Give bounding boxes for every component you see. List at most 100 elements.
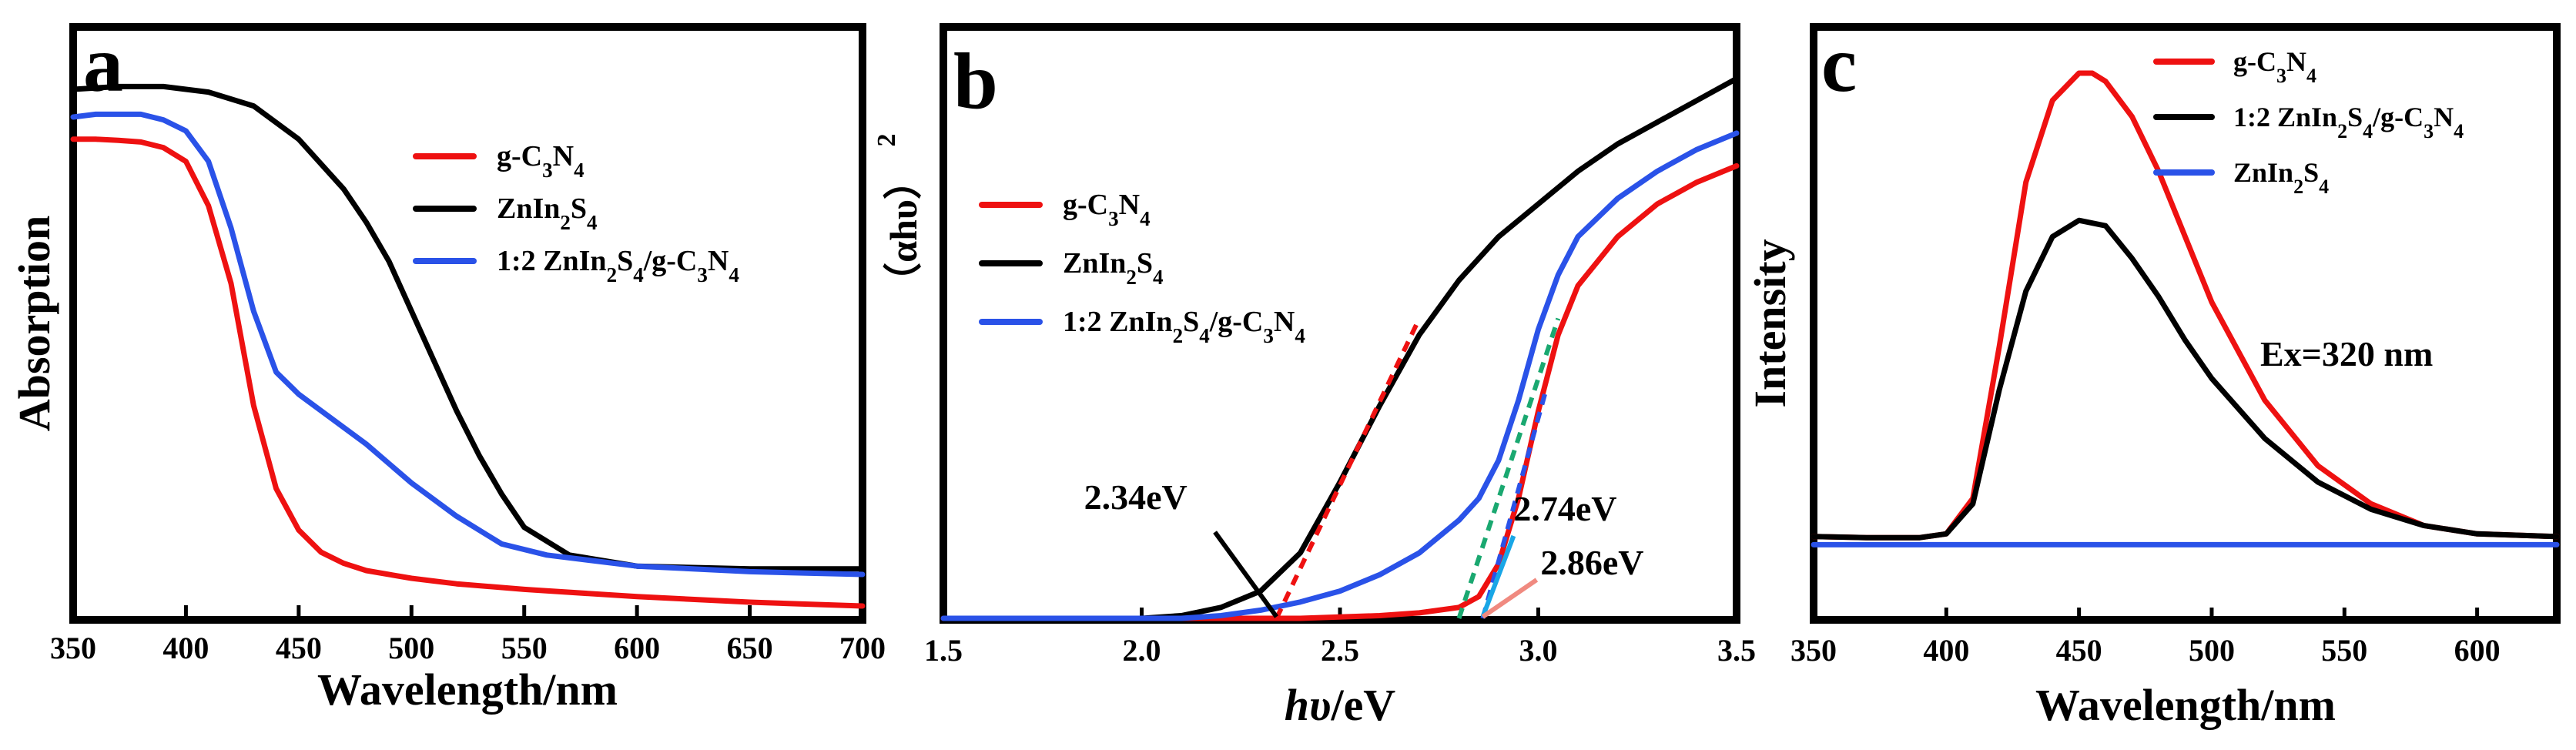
series-b-black [940,75,1740,621]
legend-label-a-0-part-2: N [553,140,574,172]
legend-label-a-2-part-3: 4 [633,263,644,286]
legend-label-b-1-part-2: S [1137,247,1153,280]
legend-label-c-0-part-3: 4 [2306,65,2316,87]
legend-label-b-0-part-0: g-C [1063,189,1108,221]
legend-label-a-1-part-2: S [571,193,587,225]
legend-label-b-1-part-3: 4 [1153,266,1164,289]
legend-label-b-2-part-7: 4 [1295,324,1305,347]
x-tick-label-a-6: 650 [727,631,773,665]
x-axis-label-a: Wavelength/nm [317,665,618,715]
tangent-line-1 [1456,317,1561,619]
legend-label-c-1: 1:2 ZnIn2S4/g-C3N4 [2233,102,2464,142]
legend-label-b-2-part-3: 4 [1199,324,1210,347]
series-c-red [1811,70,2560,541]
legend-label-a-2-part-5: 3 [697,263,708,286]
legend-label-b-2-part-2: S [1183,306,1199,338]
x-tick-label-b-0: 1.5 [924,633,963,668]
series-b-red [940,162,1740,621]
tangent-line-2 [1480,388,1549,619]
plot-frame-a [69,23,866,624]
panel-b: b 1.5 2.0 2.5 3.0 3.5 2.34eV 2.74eV 2.86eV g-C… [873,23,1756,730]
panel-a: a 350 400 450 500 550 600 650 700 g-C3N4ZnIn2S4… [9,20,886,715]
x-tick-label-a-7: 700 [839,631,886,665]
y-axis-label-b: （αhυ） 2 [873,134,925,301]
legend-label-c-1-part-3: 4 [2363,120,2373,142]
x-tick-label-c-2: 450 [2056,633,2102,668]
legend-label-c-1-part-1: 2 [2337,120,2347,142]
legend-label-b-1-part-1: 2 [1126,266,1137,289]
legend-label-b-1: ZnIn2S4 [1063,247,1164,289]
x-tick-label-a-5: 600 [614,631,660,665]
legend-label-a-2-part-1: 2 [607,263,618,286]
legend-label-a-1-part-3: 4 [587,211,598,234]
series-a-red [70,136,866,609]
series-b-blue [940,130,1740,621]
x-axis-label-b-unit: /eV [1330,680,1395,730]
legend-label-c-2: ZnIn2S4 [2233,157,2329,198]
legend-label-a-1: ZnIn2S4 [497,193,598,234]
panel-letter-a: a [83,20,123,109]
x-tick-label-a-4: 550 [501,631,548,665]
legend-label-a-0-part-1: 3 [542,159,553,182]
x-tick-label-b-1: 2.0 [1123,633,1161,668]
legend-label-c-2-part-1: 2 [2293,176,2303,198]
x-tick-label-c-3: 500 [2189,633,2235,668]
legend-label-b-1-part-0: ZnIn [1063,247,1126,280]
legend-label-a-2-part-0: 1:2 ZnIn [497,245,607,277]
legend-label-a-2-part-2: S [617,245,633,277]
annotation-label-0: 2.34eV [1084,477,1188,517]
legend-label-b-0: g-C3N4 [1063,189,1151,230]
series-a-black [70,83,866,572]
x-tick-label-a-0: 350 [50,631,96,665]
legend-label-b-2-part-4: /g-C [1209,306,1264,338]
annotation-label-2: 2.86eV [1540,543,1643,582]
legend-label-b-2: 1:2 ZnIn2S4/g-C3N4 [1063,306,1305,347]
y-axis-label-a: Absorption [9,216,59,431]
legend-label-c-1-part-6: N [2434,102,2454,132]
legend-label-b-0-part-3: 4 [1140,207,1151,230]
legend-label-a-2-part-6: N [708,245,729,277]
legend-label-a-2: 1:2 ZnIn2S4/g-C3N4 [497,245,739,286]
legend-label-a-1-part-0: ZnIn [497,193,560,225]
x-tick-label-b-2: 2.5 [1321,633,1359,668]
x-tick-label-b-4: 3.5 [1717,633,1756,668]
legend-label-a-0: g-C3N4 [497,140,585,182]
legend-label-c-1-part-7: 4 [2454,120,2464,142]
legend-label-c-1-part-2: S [2347,102,2363,132]
legend-label-a-2-part-7: 4 [729,263,739,286]
legend-label-c-0-part-0: g-C [2233,46,2276,77]
x-tick-label-c-5: 600 [2454,633,2501,668]
x-tick-label-a-2: 450 [276,631,322,665]
legend-label-b-2-part-6: N [1274,306,1295,338]
legend-label-c-0-part-1: 3 [2276,65,2286,87]
legend-label-c-2-part-2: S [2303,157,2319,188]
annotation-pointer-0 [1213,531,1279,618]
series-c-black [1811,217,2560,541]
annotation-pointer-1 [1480,534,1516,618]
legend-label-c-1-part-0: 1:2 ZnIn [2233,102,2337,132]
legend-label-b-0-part-2: N [1119,189,1140,221]
x-tick-label-c-0: 350 [1790,633,1837,668]
legend-label-c-1-part-4: /g-C [2372,102,2424,132]
legend-label-b-0-part-1: 3 [1108,207,1119,230]
legend-label-a-0-part-3: 4 [574,159,585,182]
excitation-label: Ex=320 nm [2260,334,2433,373]
panel-letter-b: b [953,37,998,126]
x-tick-label-c-4: 550 [2321,633,2367,668]
legend-label-b-2-part-1: 2 [1173,324,1184,347]
x-tick-label-a-3: 500 [388,631,434,665]
legend-label-a-2-part-4: /g-C [643,245,698,277]
x-tick-label-b-3: 3.0 [1519,633,1558,668]
series-a-blue [70,111,866,578]
legend-label-b-2-part-5: 3 [1263,324,1274,347]
annotation-pointer-2 [1481,578,1539,619]
y-axis-label-c: Intensity [1745,239,1795,407]
x-tick-label-a-1: 400 [162,631,209,665]
x-axis-label-b-italic: hυ [1285,680,1332,730]
annotation-label-1: 2.74eV [1513,489,1616,528]
y-axis-label-b-exp: 2 [873,134,901,147]
panel-letter-c: c [1821,20,1857,109]
legend-label-a-0-part-0: g-C [497,140,542,172]
